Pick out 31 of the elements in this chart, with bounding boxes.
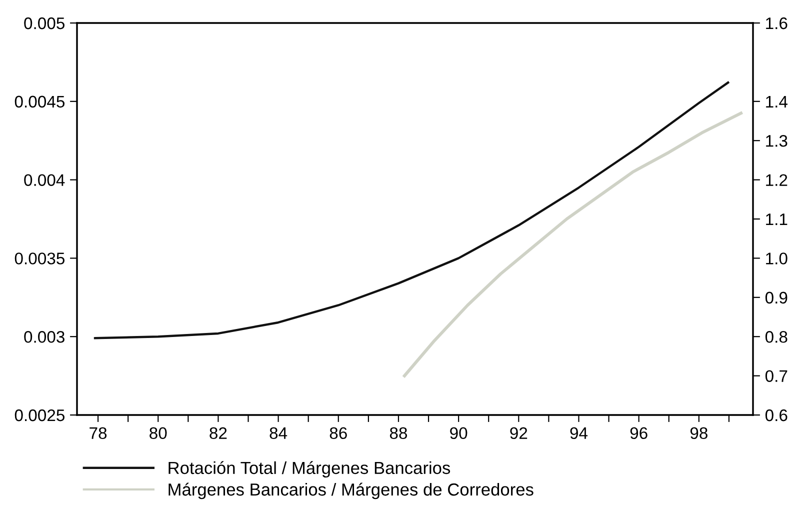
y-tick-label: 0.0035	[14, 252, 64, 264]
y-tick-label: 0.005	[24, 17, 64, 30]
y2-tick-label: 0.7	[765, 370, 788, 382]
y-tick-label: 0.0045	[14, 96, 64, 108]
y2-tick-label: 0.8	[765, 331, 788, 343]
y-tick-label: 0.0025	[14, 409, 64, 422]
x-tick-label: 84	[270, 427, 288, 440]
y-tick-label: 0.003	[24, 331, 64, 343]
y2-tick-label: 0.9	[765, 292, 788, 304]
x-tick-label: 96	[630, 427, 648, 440]
x-tick-label: 98	[690, 427, 708, 440]
line-series	[402, 112, 743, 378]
x-tick-label: 92	[510, 427, 528, 440]
x-tick-label: 94	[570, 427, 588, 440]
legend-label: Márgenes Bancarios / Márgenes de Corredores	[168, 482, 534, 500]
x-tick-label: 88	[390, 427, 408, 440]
y2-tick-label: 1.6	[766, 17, 788, 30]
y2-tick-label: 1.3	[766, 135, 788, 147]
line-series	[94, 81, 730, 340]
x-tick-label: 90	[450, 427, 468, 440]
x-tick-label: 80	[150, 427, 167, 440]
x-tick-label: 78	[90, 427, 107, 440]
legend-label: Rotación Total / Márgenes Bancarios	[168, 461, 450, 478]
y2-tick-label: 1.1	[766, 214, 788, 226]
y2-tick-label: 0.6	[765, 409, 788, 422]
x-tick-label: 86	[330, 427, 347, 440]
y-tick-label: 0.004	[24, 174, 65, 186]
x-tick-label: 82	[210, 427, 227, 440]
y2-tick-label: 1.0	[766, 252, 788, 264]
y2-tick-label: 1.2	[766, 174, 788, 186]
y2-tick-label: 1.4	[766, 96, 788, 108]
